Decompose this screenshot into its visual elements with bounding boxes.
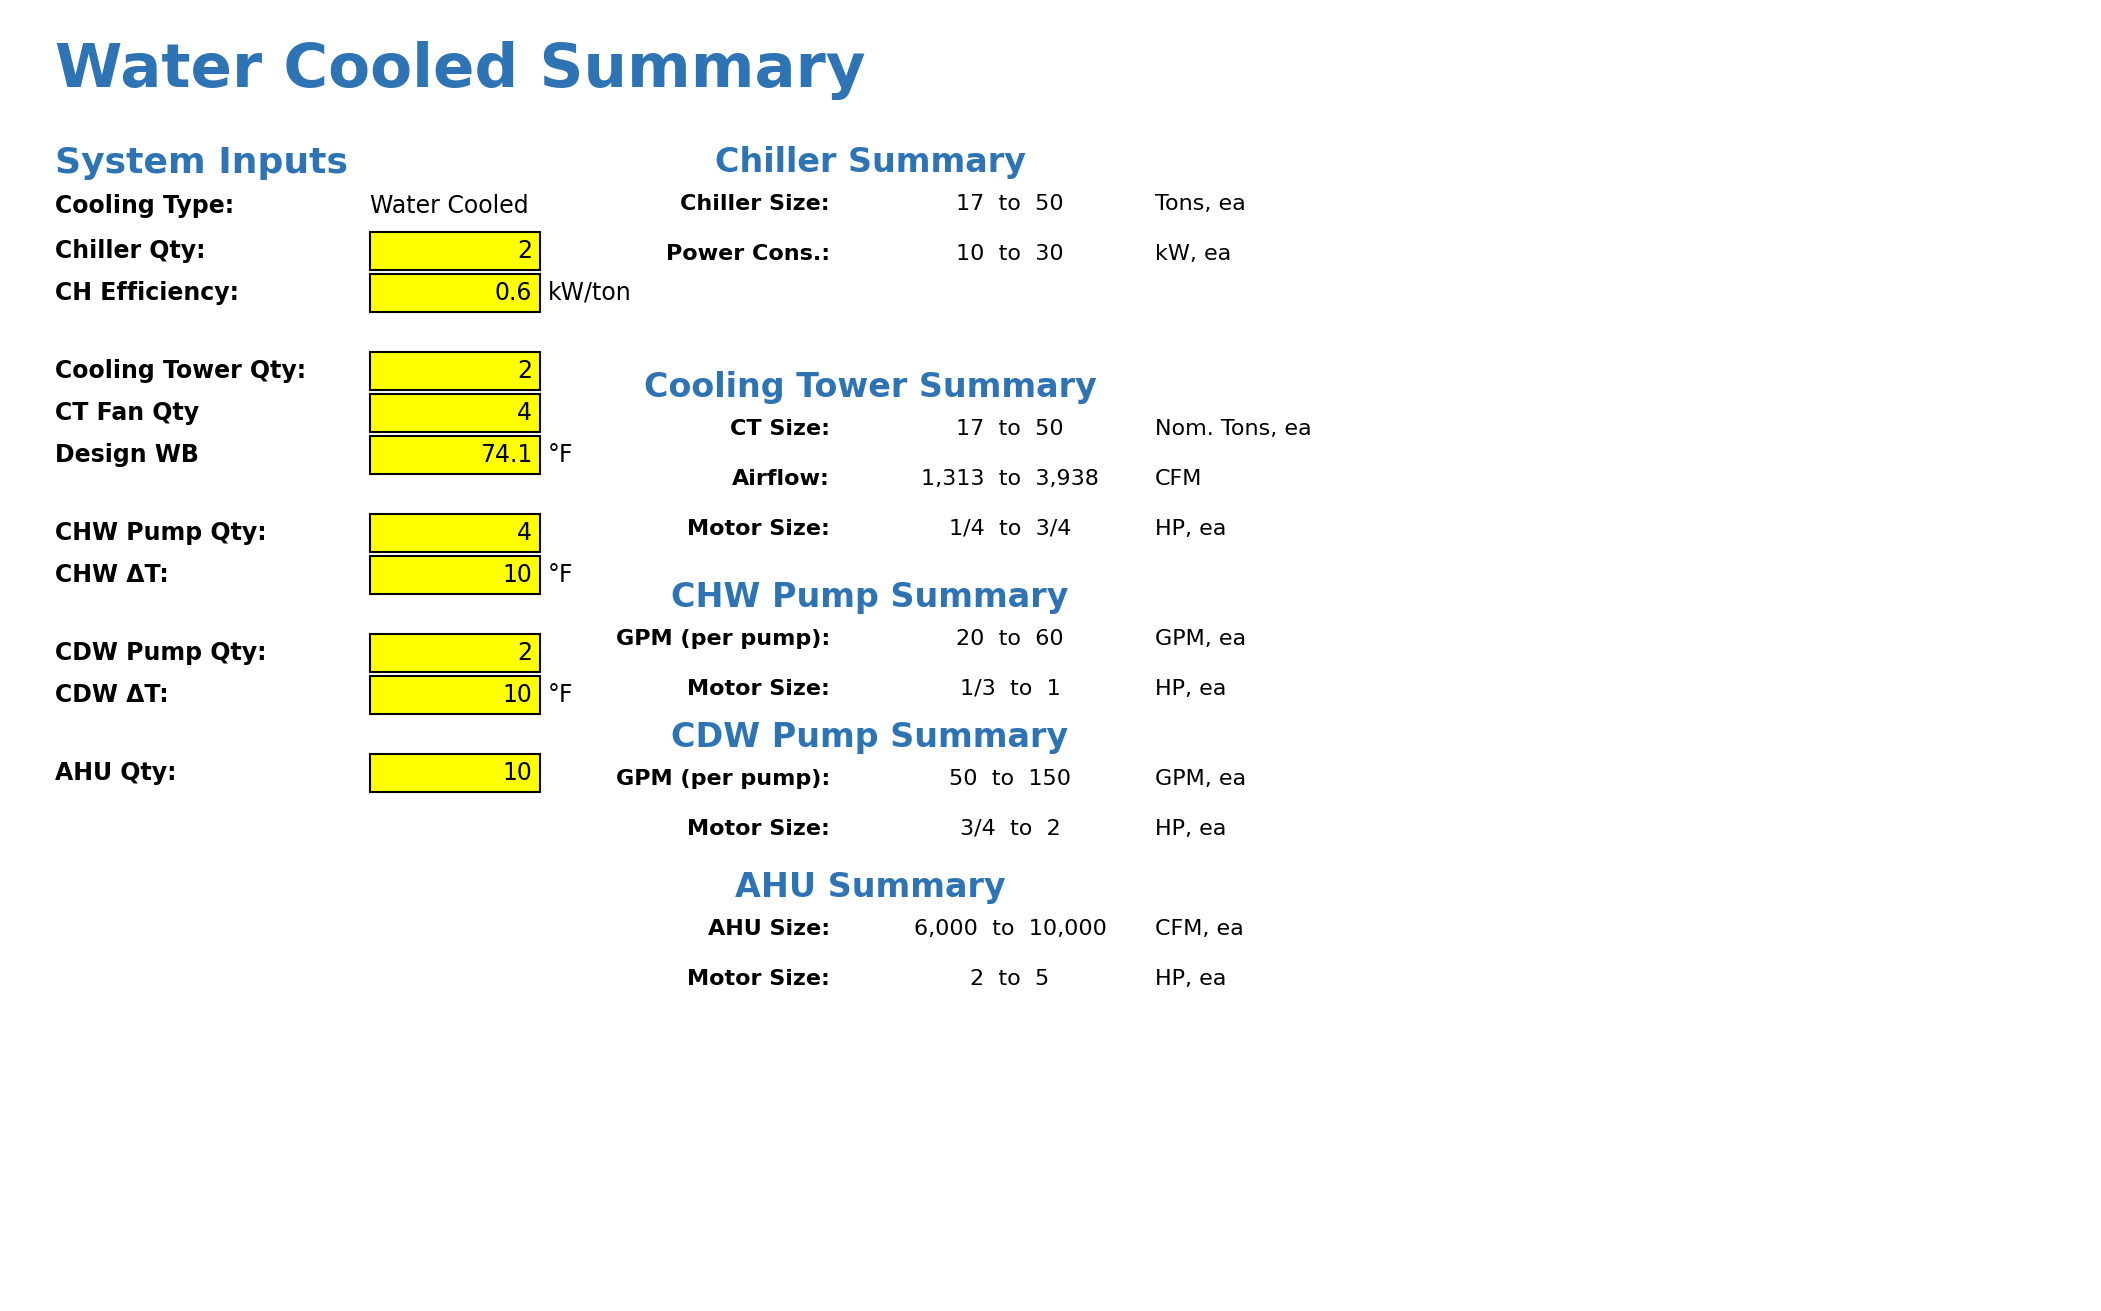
FancyBboxPatch shape: [370, 514, 540, 552]
Text: AHU Qty:: AHU Qty:: [55, 760, 176, 785]
Text: 2: 2: [517, 359, 532, 383]
Text: 50  to  150: 50 to 150: [950, 770, 1072, 789]
Text: Design WB: Design WB: [55, 443, 200, 467]
Text: kW/ton: kW/ton: [548, 281, 632, 305]
Text: AHU Summary: AHU Summary: [735, 871, 1004, 905]
Text: Chiller Qty:: Chiller Qty:: [55, 239, 206, 264]
Text: GPM (per pump):: GPM (per pump):: [616, 770, 830, 789]
Text: CT Fan Qty: CT Fan Qty: [55, 401, 200, 425]
Text: 2: 2: [517, 239, 532, 264]
Text: Power Cons.:: Power Cons.:: [666, 244, 830, 264]
Text: 0.6: 0.6: [494, 281, 532, 305]
Text: kW, ea: kW, ea: [1156, 244, 1231, 264]
Text: Motor Size:: Motor Size:: [687, 679, 830, 699]
Text: Cooling Tower Qty:: Cooling Tower Qty:: [55, 359, 307, 383]
Text: 10  to  30: 10 to 30: [956, 244, 1063, 264]
Text: CFM, ea: CFM, ea: [1156, 919, 1244, 939]
Text: Motor Size:: Motor Size:: [687, 519, 830, 539]
Text: Cooling Type:: Cooling Type:: [55, 194, 233, 218]
FancyBboxPatch shape: [370, 437, 540, 475]
Text: HP, ea: HP, ea: [1156, 519, 1227, 539]
Text: Tons, ea: Tons, ea: [1156, 194, 1246, 214]
Text: 2  to  5: 2 to 5: [971, 969, 1050, 988]
FancyBboxPatch shape: [370, 232, 540, 270]
FancyBboxPatch shape: [370, 351, 540, 389]
Text: 10: 10: [502, 683, 532, 707]
Text: 17  to  50: 17 to 50: [956, 420, 1063, 439]
Text: CDW Pump Summary: CDW Pump Summary: [672, 721, 1069, 754]
Text: GPM, ea: GPM, ea: [1156, 629, 1246, 649]
Text: CDW ΔT:: CDW ΔT:: [55, 683, 168, 707]
Text: HP, ea: HP, ea: [1156, 819, 1227, 839]
FancyBboxPatch shape: [370, 274, 540, 312]
Text: 10: 10: [502, 760, 532, 785]
Text: Water Cooled: Water Cooled: [370, 194, 529, 218]
Text: 2: 2: [517, 641, 532, 665]
Text: Chiller Summary: Chiller Summary: [714, 146, 1025, 180]
FancyBboxPatch shape: [370, 754, 540, 792]
Text: GPM (per pump):: GPM (per pump):: [616, 629, 830, 649]
Text: 1/3  to  1: 1/3 to 1: [960, 679, 1061, 699]
Text: °F: °F: [548, 443, 574, 467]
Text: CH Efficiency:: CH Efficiency:: [55, 281, 240, 305]
Text: CDW Pump Qty:: CDW Pump Qty:: [55, 641, 267, 665]
Text: 6,000  to  10,000: 6,000 to 10,000: [914, 919, 1107, 939]
Text: Airflow:: Airflow:: [731, 469, 830, 489]
Text: Nom. Tons, ea: Nom. Tons, ea: [1156, 420, 1311, 439]
Text: 1/4  to  3/4: 1/4 to 3/4: [950, 519, 1072, 539]
FancyBboxPatch shape: [370, 635, 540, 673]
FancyBboxPatch shape: [370, 395, 540, 433]
Text: 4: 4: [517, 520, 532, 545]
Text: Cooling Tower Summary: Cooling Tower Summary: [643, 371, 1097, 404]
Text: HP, ea: HP, ea: [1156, 969, 1227, 988]
Text: AHU Size:: AHU Size:: [708, 919, 830, 939]
Text: °F: °F: [548, 683, 574, 707]
FancyBboxPatch shape: [370, 556, 540, 594]
Text: 3/4  to  2: 3/4 to 2: [960, 819, 1061, 839]
Text: Motor Size:: Motor Size:: [687, 819, 830, 839]
Text: 4: 4: [517, 401, 532, 425]
Text: HP, ea: HP, ea: [1156, 679, 1227, 699]
Text: Water Cooled Summary: Water Cooled Summary: [55, 41, 866, 100]
Text: 1,313  to  3,938: 1,313 to 3,938: [920, 469, 1099, 489]
Text: 74.1: 74.1: [479, 443, 532, 467]
Text: Motor Size:: Motor Size:: [687, 969, 830, 988]
Text: 10: 10: [502, 562, 532, 587]
Text: CHW Pump Qty:: CHW Pump Qty:: [55, 520, 267, 545]
Text: CHW Pump Summary: CHW Pump Summary: [672, 581, 1069, 614]
Text: System Inputs: System Inputs: [55, 146, 349, 180]
Text: 17  to  50: 17 to 50: [956, 194, 1063, 214]
Text: 20  to  60: 20 to 60: [956, 629, 1063, 649]
Text: °F: °F: [548, 562, 574, 587]
Text: CT Size:: CT Size:: [729, 420, 830, 439]
FancyBboxPatch shape: [370, 676, 540, 714]
Text: CFM: CFM: [1156, 469, 1202, 489]
Text: CHW ΔT:: CHW ΔT:: [55, 562, 168, 587]
Text: Chiller Size:: Chiller Size:: [681, 194, 830, 214]
Text: GPM, ea: GPM, ea: [1156, 770, 1246, 789]
